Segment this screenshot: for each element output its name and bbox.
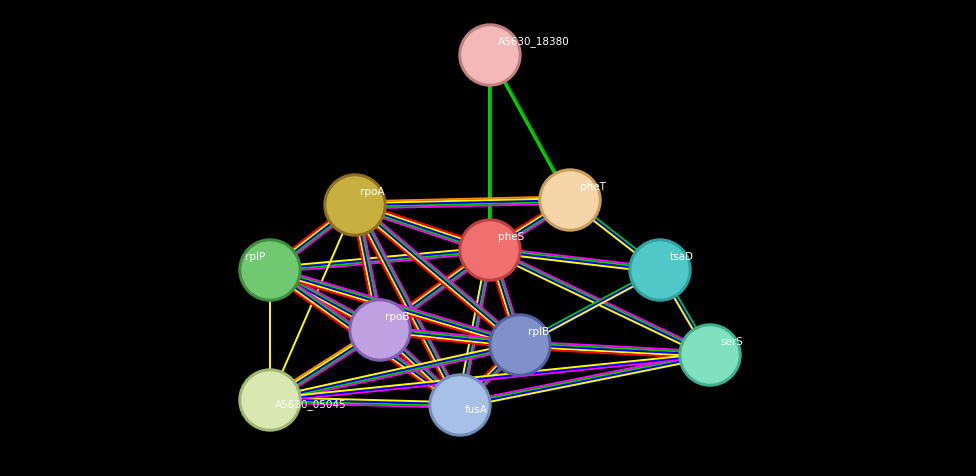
Circle shape [462, 27, 518, 83]
Circle shape [459, 24, 521, 86]
Text: rpoA: rpoA [360, 187, 385, 197]
Circle shape [539, 169, 601, 231]
Text: pheS: pheS [498, 232, 524, 242]
Circle shape [432, 377, 488, 433]
Text: serS: serS [720, 337, 743, 347]
Circle shape [324, 174, 386, 236]
Text: tsaD: tsaD [670, 252, 694, 262]
Text: rplP: rplP [245, 252, 265, 262]
Circle shape [349, 299, 411, 361]
Circle shape [632, 242, 688, 298]
Circle shape [462, 222, 518, 278]
Circle shape [682, 327, 738, 383]
Text: A5630_18380: A5630_18380 [498, 36, 570, 47]
Circle shape [459, 219, 521, 281]
Circle shape [492, 317, 548, 373]
Circle shape [239, 239, 301, 301]
Circle shape [352, 302, 408, 358]
Text: pheT: pheT [580, 182, 606, 192]
Circle shape [239, 369, 301, 431]
Text: rpoB: rpoB [385, 312, 410, 322]
Circle shape [489, 314, 551, 376]
Circle shape [429, 374, 491, 436]
Circle shape [679, 324, 741, 386]
Circle shape [542, 172, 598, 228]
Text: fusA: fusA [465, 405, 488, 415]
Circle shape [242, 242, 298, 298]
Text: rplB: rplB [528, 327, 549, 337]
Text: A5630_05045: A5630_05045 [275, 399, 346, 410]
Circle shape [327, 177, 383, 233]
Circle shape [242, 372, 298, 428]
Circle shape [629, 239, 691, 301]
